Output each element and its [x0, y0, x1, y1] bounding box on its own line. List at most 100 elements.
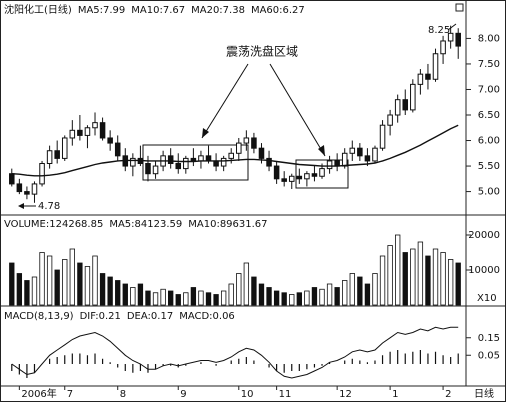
zone-label: 震荡洗盘区域 — [226, 44, 298, 59]
volume-bar — [77, 262, 83, 306]
candle-body — [357, 147, 363, 157]
candle-body — [198, 155, 204, 162]
candle-body — [304, 173, 310, 180]
x-tick-label: 2006年 — [21, 387, 56, 400]
arrow-head — [18, 203, 24, 209]
candle-body — [341, 152, 348, 167]
volume-bar — [410, 248, 416, 306]
volume-bar — [62, 259, 68, 306]
volume-bar — [92, 255, 98, 306]
candle-body — [175, 163, 182, 170]
volume-bar — [326, 283, 333, 306]
volume-bar — [387, 245, 393, 306]
volume-bar — [334, 287, 340, 306]
volume-bar — [228, 283, 234, 306]
candle-body — [349, 147, 356, 154]
candle-body — [296, 175, 303, 180]
volume-bar — [251, 276, 257, 306]
volume-bar — [152, 292, 159, 306]
x-tick-label: 11 — [279, 389, 292, 400]
ma-line — [11, 124, 459, 177]
candle-body — [394, 99, 401, 116]
x-tick-label: 2 — [445, 389, 451, 400]
volume-unit: X10 — [477, 293, 497, 304]
volume-bar — [342, 280, 348, 306]
candle-body — [190, 157, 197, 162]
volume-bar — [168, 290, 174, 306]
volume-bar — [122, 283, 128, 306]
candle-body — [183, 157, 189, 170]
volume-bar — [84, 266, 91, 306]
volume-bar — [16, 273, 23, 306]
zone-arrow — [269, 63, 326, 157]
dif-line — [11, 326, 459, 379]
y-tick-label: 5.00 — [478, 187, 500, 198]
candle-body — [288, 175, 295, 182]
candle-body — [387, 114, 393, 126]
volume-bar — [130, 287, 136, 306]
volume-bar — [364, 283, 371, 306]
candle-body — [31, 183, 38, 195]
panel-header: MA10:7.67 — [131, 5, 185, 16]
volume-bar — [236, 273, 242, 306]
y-tick-label: 6.50 — [478, 110, 500, 121]
volume-bar — [349, 273, 355, 306]
candle-body — [236, 142, 242, 154]
panel-header: VOLUME:124268.85 — [4, 219, 103, 230]
volume-bar — [319, 288, 325, 306]
volume-bar — [190, 287, 197, 306]
volume-bar — [402, 252, 408, 306]
candle-body — [152, 165, 159, 175]
panel-header: MA60:6.27 — [251, 5, 305, 16]
x-tick-label: 12 — [339, 389, 352, 400]
candle-body — [410, 83, 416, 111]
panel-header: MA5:7.99 — [78, 5, 125, 16]
window-box — [455, 3, 464, 12]
candle-body — [114, 142, 121, 157]
volume-bar — [220, 290, 227, 306]
candle-body — [273, 165, 280, 180]
candle-body — [379, 124, 386, 149]
candle-body — [319, 168, 325, 177]
zone-box — [142, 144, 249, 181]
low-label: 4.78 — [38, 201, 60, 212]
volume-bar — [372, 273, 378, 306]
candle-body — [24, 191, 30, 195]
high-label: 8.25 — [428, 25, 450, 36]
volume-bar — [258, 283, 265, 306]
candle-body — [266, 157, 272, 167]
x-tick-label: 1 — [392, 389, 398, 400]
y-tick-label: 0.05 — [478, 350, 500, 361]
candle-body — [258, 147, 265, 159]
volume-bar — [137, 283, 144, 306]
volume-bar — [455, 262, 461, 306]
high-arrow — [447, 23, 457, 31]
y-tick-label: 6.00 — [478, 136, 500, 147]
volume-bar — [357, 276, 363, 306]
volume-bar — [273, 290, 280, 306]
volume-bar — [69, 248, 75, 306]
volume-bar — [99, 273, 106, 306]
volume-bar — [417, 241, 424, 306]
x-tick-label: 9 — [180, 389, 186, 400]
candle-body — [281, 178, 287, 182]
volume-bar — [54, 269, 60, 306]
candle-body — [69, 129, 76, 139]
candle-body — [440, 40, 446, 55]
arrow-head — [318, 145, 325, 156]
x-tick-label: 8 — [120, 389, 126, 400]
candle-body — [205, 155, 212, 162]
x-tick-label: 10 — [241, 389, 254, 400]
y-tick-label: 0.15 — [478, 333, 500, 344]
y-tick-label: 20000 — [468, 230, 500, 241]
y-tick-label: 7.50 — [478, 59, 500, 70]
candle-body — [9, 173, 15, 185]
candle-body — [432, 53, 439, 80]
volume-bar — [205, 292, 212, 306]
candle-body — [39, 163, 45, 185]
panel-header: MACD:0.06 — [179, 311, 235, 322]
panel-header: MACD(8,13,9) — [4, 311, 74, 322]
candle-body — [220, 157, 227, 167]
candle-body — [167, 155, 174, 164]
volume-bar — [145, 290, 151, 306]
